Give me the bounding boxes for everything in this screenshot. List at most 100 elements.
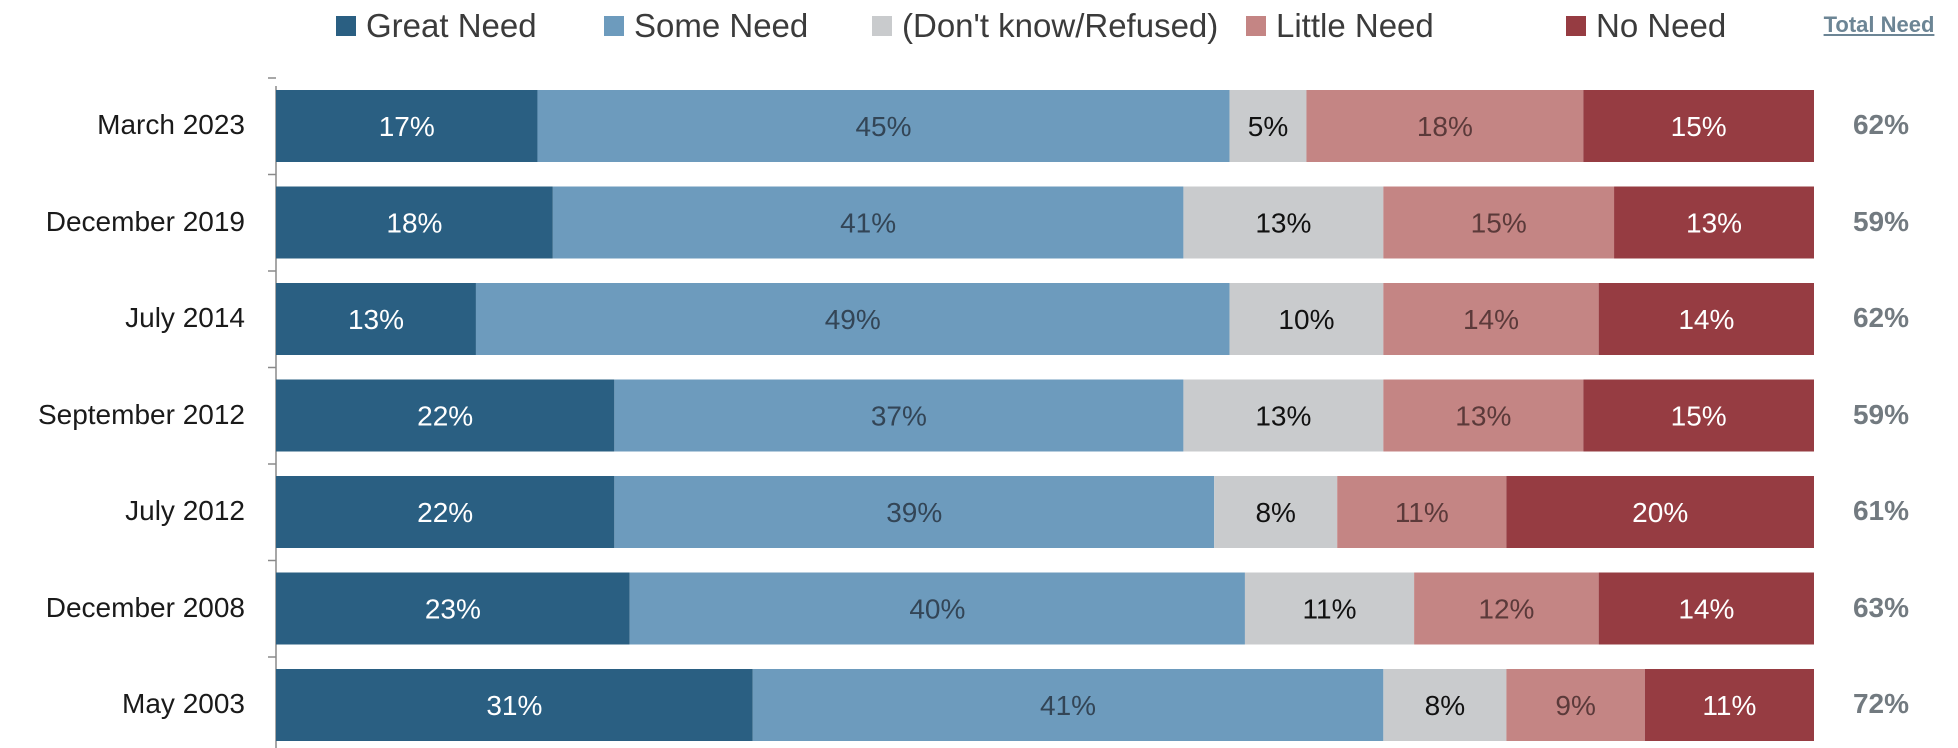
data-label: 22% bbox=[417, 497, 473, 528]
bar-segment bbox=[276, 186, 553, 259]
bar-segment bbox=[1183, 379, 1384, 452]
total-need-value: 63% bbox=[1852, 591, 1910, 623]
category-label: December 2019 bbox=[45, 205, 245, 237]
legend-item: No Need bbox=[1566, 6, 1726, 46]
data-label: 13% bbox=[1255, 208, 1311, 239]
legend-label: Little Need bbox=[1276, 7, 1434, 44]
bar-segment bbox=[1229, 283, 1384, 355]
data-label: 15% bbox=[1471, 208, 1527, 239]
legend-swatch bbox=[336, 16, 356, 36]
legend-label: (Don't know/Refused) bbox=[902, 7, 1219, 44]
data-label: 45% bbox=[855, 111, 911, 142]
legend-label: No Need bbox=[1596, 7, 1727, 44]
bar-segment bbox=[1614, 186, 1814, 259]
data-label: 14% bbox=[1463, 304, 1519, 335]
data-label: 8% bbox=[1425, 690, 1465, 721]
bar-segment bbox=[475, 283, 1230, 355]
bar-segment bbox=[276, 572, 630, 645]
data-label: 15% bbox=[1671, 401, 1727, 432]
legend-label: Great Need bbox=[366, 7, 537, 44]
data-label: 5% bbox=[1248, 111, 1288, 142]
bar-segment bbox=[1383, 186, 1615, 259]
data-label: 13% bbox=[1455, 401, 1511, 432]
bar-segment bbox=[1598, 572, 1814, 645]
data-label: 49% bbox=[825, 304, 881, 335]
bar-segment bbox=[1598, 283, 1814, 355]
legend: Great Need Some Need (Don't know/Refused) L… bbox=[0, 0, 1958, 56]
data-label: 41% bbox=[840, 208, 896, 239]
data-label: 31% bbox=[486, 690, 542, 721]
bar-segment bbox=[1337, 476, 1507, 548]
category-label: July 2012 bbox=[125, 495, 245, 526]
legend-item: (Don't know/Refused) bbox=[872, 6, 1218, 46]
bar-segment bbox=[1214, 476, 1338, 548]
legend-label: Some Need bbox=[634, 7, 809, 44]
data-label: 39% bbox=[886, 497, 942, 528]
data-label: 8% bbox=[1255, 497, 1295, 528]
bar-segment bbox=[614, 476, 1215, 548]
data-label: 13% bbox=[1686, 208, 1742, 239]
bar-segment bbox=[1506, 476, 1814, 548]
bar-segment bbox=[552, 186, 1184, 259]
legend-swatch bbox=[604, 16, 624, 36]
category-label: March 2023 bbox=[97, 109, 245, 140]
category-label: July 2014 bbox=[125, 302, 245, 333]
bar-segment bbox=[1383, 283, 1599, 355]
data-label: 11% bbox=[1303, 594, 1357, 625]
legend-swatch bbox=[1246, 16, 1266, 36]
data-label: 14% bbox=[1678, 594, 1734, 625]
data-label: 13% bbox=[348, 304, 404, 335]
data-label: 40% bbox=[909, 594, 965, 625]
data-label: 23% bbox=[425, 594, 481, 625]
category-label: December 2008 bbox=[45, 591, 245, 623]
bar-segment bbox=[276, 476, 615, 548]
total-need-header: Total Need bbox=[1823, 12, 1935, 37]
bar-segment bbox=[1383, 669, 1507, 741]
data-label: 20% bbox=[1632, 497, 1688, 528]
bar-segment bbox=[1306, 90, 1584, 162]
total-need-value: 62% bbox=[1852, 109, 1910, 140]
category-label: September 2012 bbox=[37, 398, 245, 430]
legend-swatch bbox=[872, 16, 892, 36]
data-label: 37% bbox=[871, 401, 927, 432]
bar-segment bbox=[1229, 90, 1307, 162]
total-need-value: 62% bbox=[1852, 302, 1910, 333]
bar-segment bbox=[1183, 186, 1384, 259]
data-label: 14% bbox=[1678, 304, 1734, 335]
data-label: 12% bbox=[1478, 594, 1534, 625]
bar-segment bbox=[276, 379, 615, 452]
total-need-value: 59% bbox=[1852, 205, 1910, 237]
bar-segment bbox=[614, 379, 1184, 452]
legend-item: Some Need bbox=[604, 6, 808, 46]
data-label: 10% bbox=[1278, 304, 1334, 335]
bar-segment bbox=[752, 669, 1384, 741]
bar-segment bbox=[276, 669, 753, 741]
bar-segment bbox=[1506, 669, 1645, 741]
category-label: May 2003 bbox=[122, 688, 245, 719]
bar-segment bbox=[1583, 90, 1814, 162]
data-label: 18% bbox=[1417, 111, 1473, 142]
legend-item: Great Need bbox=[336, 6, 537, 46]
data-label: 15% bbox=[1671, 111, 1727, 142]
data-label: 22% bbox=[417, 401, 473, 432]
data-label: 13% bbox=[1255, 401, 1311, 432]
total-need-value: 61% bbox=[1852, 495, 1910, 526]
bar-segment bbox=[537, 90, 1230, 162]
bar-segment bbox=[1583, 379, 1814, 452]
bar-segment bbox=[276, 90, 538, 162]
bar-segment bbox=[276, 283, 476, 355]
data-label: 11% bbox=[1702, 690, 1756, 721]
bar-segment bbox=[1414, 572, 1599, 645]
total-need-value: 59% bbox=[1852, 398, 1910, 430]
legend-swatch bbox=[1566, 16, 1586, 36]
bar-segment bbox=[629, 572, 1245, 645]
bar-segment bbox=[1244, 572, 1415, 645]
total-need-value: 72% bbox=[1852, 688, 1910, 719]
bar-segment bbox=[1383, 379, 1584, 452]
data-label: 11% bbox=[1395, 497, 1449, 528]
data-label: 18% bbox=[386, 208, 442, 239]
legend-item: Little Need bbox=[1246, 6, 1434, 46]
data-label: 9% bbox=[1555, 690, 1595, 721]
